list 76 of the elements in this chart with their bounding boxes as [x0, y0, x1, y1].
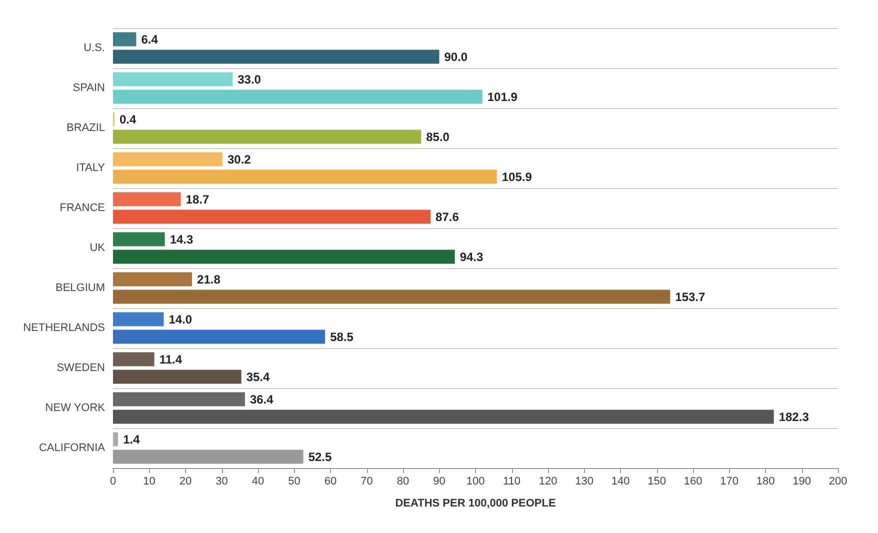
bar	[113, 152, 222, 166]
x-tick-label: 30	[216, 476, 228, 488]
y-tick-label: BRAZIL	[66, 122, 105, 134]
data-label: 90.0	[444, 50, 468, 64]
data-label: 105.9	[502, 170, 532, 184]
bar	[113, 272, 192, 286]
x-tick-label: 50	[288, 476, 300, 488]
x-tick-label: 10	[143, 476, 156, 488]
x-tick-label: 60	[324, 476, 337, 488]
x-tick-label: 0	[110, 476, 116, 488]
data-label: 36.4	[250, 392, 274, 406]
y-tick-label: SWEDEN	[56, 362, 106, 374]
x-tick-label: 190	[792, 476, 811, 488]
bar	[113, 32, 136, 46]
bar	[113, 72, 233, 86]
y-tick-label: UK	[90, 242, 106, 254]
bar	[113, 410, 774, 424]
x-tick-label: 150	[648, 476, 666, 488]
bar	[113, 312, 164, 326]
data-label: 21.8	[197, 272, 221, 286]
bar	[113, 290, 670, 304]
bar	[113, 232, 165, 246]
x-tick-label: 160	[684, 476, 702, 488]
x-tick-label: 100	[466, 476, 485, 488]
bar	[113, 210, 431, 224]
data-label: 87.6	[436, 210, 460, 224]
data-label: 1.4	[123, 432, 140, 446]
bar	[113, 392, 245, 406]
x-tick-label: 140	[611, 476, 630, 488]
data-label: 35.4	[246, 370, 270, 384]
x-tick-label: 70	[360, 476, 373, 488]
data-label: 11.4	[159, 352, 182, 366]
data-label: 52.5	[308, 450, 332, 464]
bar	[113, 90, 482, 104]
x-tick-label: 200	[828, 476, 848, 488]
y-tick-label: U.S.	[84, 42, 105, 54]
y-tick-label: SPAIN	[72, 82, 106, 94]
x-tick-label: 40	[252, 476, 264, 488]
y-tick-label: BELGIUM	[55, 282, 105, 294]
x-tick-label: 110	[502, 476, 521, 488]
data-label: 85.0	[426, 130, 450, 144]
x-tick-label: 170	[720, 476, 738, 488]
data-label: 6.4	[141, 32, 158, 46]
bar	[113, 330, 326, 344]
y-tick-label: ITALY	[76, 162, 106, 174]
data-label: 182.3	[778, 410, 810, 424]
x-tick-label: 90	[433, 476, 446, 488]
x-tick-label: 80	[396, 476, 410, 488]
data-label: 0.4	[119, 112, 136, 126]
y-tick-label: NETHERLANDS	[23, 322, 105, 334]
bar	[113, 352, 154, 366]
bar	[113, 370, 242, 384]
y-tick-label: FRANCE	[60, 202, 105, 214]
data-label: 153.7	[675, 290, 706, 304]
data-label: 14.3	[170, 232, 194, 246]
y-tick-label: CALIFORNIA	[38, 442, 106, 454]
bar	[113, 130, 422, 144]
y-tick-label: NEW YORK	[45, 402, 106, 414]
x-tick-label: 180	[756, 476, 775, 488]
data-label: 14.0	[168, 312, 192, 326]
x-tick-label: 130	[575, 476, 594, 488]
x-tick-label: 20	[179, 476, 192, 488]
data-label: 94.3	[460, 250, 484, 264]
bar	[113, 50, 440, 64]
bar	[113, 450, 304, 464]
data-label: 58.5	[330, 330, 354, 344]
x-tick-label: 120	[538, 476, 558, 488]
bar	[113, 192, 181, 206]
data-label: 33.0	[238, 72, 262, 86]
data-label: 30.2	[227, 152, 252, 166]
data-label: 18.7	[186, 192, 210, 206]
x-axis-title: DEATHS PER 100,000 PEOPLE	[395, 498, 556, 510]
bar	[113, 170, 497, 184]
bar	[113, 432, 118, 446]
data-label: 101.9	[487, 90, 518, 104]
bar	[113, 250, 455, 264]
